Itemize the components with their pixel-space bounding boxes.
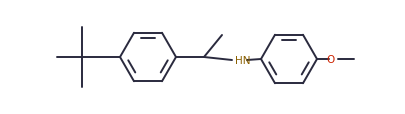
Text: HN: HN [235, 56, 251, 65]
Text: O: O [327, 54, 335, 64]
